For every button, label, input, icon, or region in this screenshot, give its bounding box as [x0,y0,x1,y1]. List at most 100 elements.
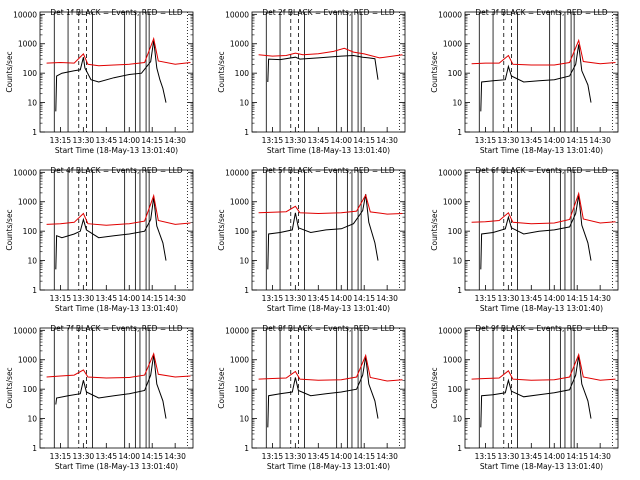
panel-title: Det 7f BLACK = Events, RED = LLD [50,324,183,333]
x-tick-label: 13:15 [262,136,284,145]
x-tick-label: 13:15 [475,294,497,303]
y-axis-label: Counts/sec [430,367,439,408]
x-tick-label: 14:30 [589,294,611,303]
x-tick-label: 14:30 [589,452,611,461]
x-tick-label: 14:30 [376,294,398,303]
y-tick-label: 10000 [225,10,249,19]
panel-title: Det 6f BLACK = Events, RED = LLD [475,166,608,175]
detector-panel-6: 1 10 100 1000 10000 13:15 13:30 13:45 14:00 14:15… [430,166,619,313]
x-tick-label: 13:45 [520,136,542,145]
x-tick-label: 14:15 [353,136,375,145]
y-tick-label: 1 [244,444,249,453]
y-tick-label: 10 [27,99,37,108]
y-tick-label: 100 [23,227,38,236]
plot-frame [251,327,406,449]
y-tick-label: 10 [239,99,249,108]
y-axis-label: Counts/sec [217,209,226,250]
plot-frame [39,169,194,291]
x-tick-label: 14:00 [118,452,140,461]
y-tick-label: 1000 [230,198,249,207]
plot-frame [464,327,619,449]
plot-frame [251,169,406,291]
y-tick-label: 10000 [438,168,462,177]
x-tick-label: 14:30 [376,136,398,145]
plot-frame [464,169,619,291]
series-line-lld [46,36,191,67]
y-tick-label: 100 [23,385,38,394]
series-line-lld [46,193,191,226]
series-line-events [55,354,167,419]
x-tick-label: 14:00 [330,136,352,145]
y-tick-label: 10000 [13,168,37,177]
x-tick-label: 13:15 [262,452,284,461]
x-tick-label: 14:15 [566,452,588,461]
plot-frame [464,11,619,133]
series-line-lld [258,353,403,382]
x-tick-label: 13:45 [95,136,117,145]
x-tick-label: 13:30 [73,136,95,145]
detector-panel-3: 1 10 100 1000 10000 13:15 13:30 13:45 14:00 14:15… [430,8,619,155]
panel-title: Det 3f BLACK = Events, RED = LLD [475,8,608,17]
series-line-lld [471,352,616,381]
x-axis-label: Start Time (18-May-13 13:01:40) [267,304,390,313]
x-axis-label: Start Time (18-May-13 13:01:40) [480,462,603,471]
y-tick-label: 10000 [438,326,462,335]
x-axis-label: Start Time (18-May-13 13:01:40) [55,304,178,313]
x-tick-label: 14:15 [353,294,375,303]
y-tick-label: 1000 [18,198,37,207]
series-line-lld [471,191,616,225]
panel-title: Det 1f BLACK = Events, RED = LLD [50,8,183,17]
y-tick-label: 100 [448,69,463,78]
x-tick-label: 13:30 [498,294,520,303]
y-tick-label: 1000 [230,356,249,365]
series-line-events [480,355,592,428]
y-tick-label: 10 [452,99,462,108]
detector-panel-8: 1 10 100 1000 10000 13:15 13:30 13:45 14:00 14:15… [217,324,406,471]
x-axis-label: Start Time (18-May-13 13:01:40) [267,462,390,471]
y-tick-label: 1000 [443,356,462,365]
x-tick-label: 13:45 [307,452,329,461]
y-axis-label: Counts/sec [5,51,14,92]
panel-title: Det 5f BLACK = Events, RED = LLD [262,166,395,175]
series-line-events [55,40,167,112]
detector-panel-4: 1 10 100 1000 10000 13:15 13:30 13:45 14:00 14:15… [5,166,194,313]
y-axis-label: Counts/sec [5,367,14,408]
y-tick-label: 1 [457,444,462,453]
detector-panel-7: 1 10 100 1000 10000 13:15 13:30 13:45 14:00 14:15… [5,324,194,471]
x-tick-label: 14:30 [589,136,611,145]
x-tick-label: 14:00 [330,452,352,461]
x-tick-label: 14:00 [330,294,352,303]
x-tick-label: 13:45 [307,136,329,145]
y-tick-label: 10 [239,257,249,266]
x-tick-label: 14:15 [566,136,588,145]
y-tick-label: 10000 [13,326,37,335]
series-line-events [267,194,379,270]
x-tick-label: 13:15 [50,452,72,461]
y-tick-label: 1 [32,286,37,295]
detector-panel-2: 1 10 100 1000 10000 13:15 13:30 13:45 14:00 14:15… [217,8,406,155]
y-tick-label: 1 [32,128,37,137]
y-tick-label: 10 [452,257,462,266]
panel-title: Det 8f BLACK = Events, RED = LLD [262,324,395,333]
y-tick-label: 10000 [13,10,37,19]
y-tick-label: 100 [448,385,463,394]
y-tick-label: 10000 [225,326,249,335]
y-tick-label: 100 [23,69,38,78]
x-tick-label: 13:45 [520,294,542,303]
series-line-lld [471,38,616,66]
y-axis-label: Counts/sec [430,51,439,92]
y-tick-label: 1 [244,286,249,295]
detector-panel-9: 1 10 100 1000 10000 13:15 13:30 13:45 14:00 14:15… [430,324,619,471]
x-axis-label: Start Time (18-May-13 13:01:40) [267,146,390,155]
y-tick-label: 1000 [18,356,37,365]
x-tick-label: 13:30 [498,136,520,145]
y-axis-label: Counts/sec [5,209,14,250]
x-axis-label: Start Time (18-May-13 13:01:40) [480,304,603,313]
series-line-lld [258,47,403,59]
y-tick-label: 100 [235,69,250,78]
x-axis-label: Start Time (18-May-13 13:01:40) [55,462,178,471]
x-tick-label: 13:45 [307,294,329,303]
x-tick-label: 14:00 [543,452,565,461]
y-tick-label: 100 [448,227,463,236]
